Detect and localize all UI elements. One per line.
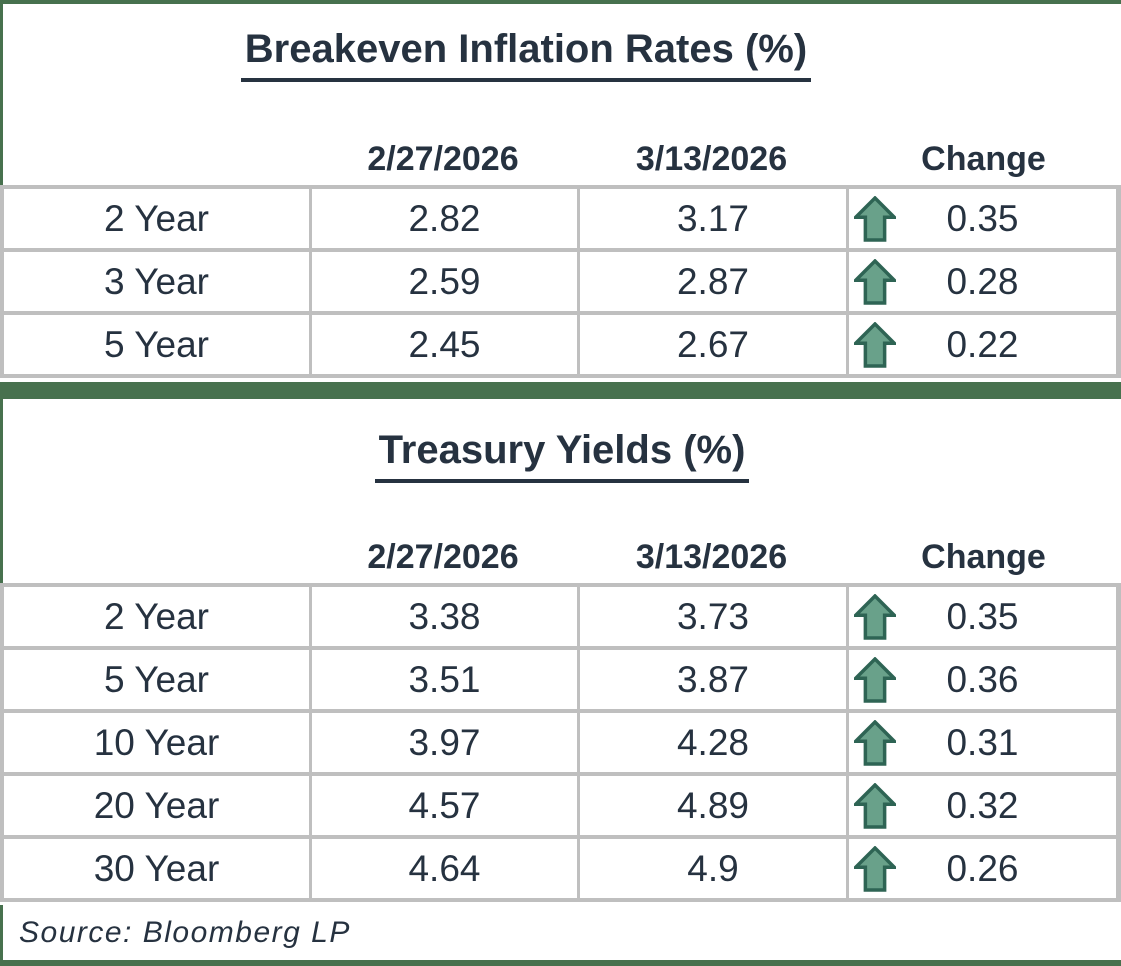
- treasury-title-wrap: Treasury Yields (%): [374, 428, 750, 483]
- prev-value: 3.97: [309, 713, 577, 772]
- change-cell: 0.31: [846, 713, 1116, 772]
- curr-value: 2.67: [577, 315, 846, 374]
- prev-value: 2.82: [309, 189, 577, 248]
- table-row: 2 Year 3.38 3.73 0.35: [4, 583, 1116, 646]
- curr-value: 4.9: [577, 839, 846, 898]
- table-row: 2 Year 2.82 3.17 0.35: [4, 185, 1116, 248]
- breakeven-column-headers: 2/27/2026 3/13/2026 Change: [3, 137, 1121, 181]
- up-arrow-icon: [854, 845, 896, 892]
- change-value: 0.28: [946, 260, 1019, 302]
- breakeven-title-wrap: Breakeven Inflation Rates (%): [240, 27, 812, 82]
- treasury-table-body: 2 Year 3.38 3.73 0.35 5 Year 3.51 3.87 0…: [0, 583, 1121, 902]
- column-header-date-1: 2/27/2026: [367, 140, 519, 178]
- curr-value: 3.17: [577, 189, 846, 248]
- row-label: 20 Year: [4, 776, 309, 835]
- row-label: 2 Year: [4, 189, 309, 248]
- row-label: 10 Year: [4, 713, 309, 772]
- column-header-blank: [3, 535, 309, 579]
- table-row: 3 Year 2.59 2.87 0.28: [4, 248, 1116, 311]
- breakeven-table-body: 2 Year 2.82 3.17 0.35 3 Year 2.59 2.87 0…: [0, 185, 1121, 378]
- curr-value: 4.89: [577, 776, 846, 835]
- change-cell: 0.35: [846, 189, 1116, 248]
- prev-value: 3.51: [309, 650, 577, 709]
- change-cell: 0.36: [846, 650, 1116, 709]
- change-value: 0.26: [946, 847, 1019, 889]
- prev-value: 3.38: [309, 587, 577, 646]
- source-attribution: Source: Bloomberg LP: [0, 905, 1121, 960]
- change-cell: 0.32: [846, 776, 1116, 835]
- row-label: 5 Year: [4, 315, 309, 374]
- table-row: 5 Year 3.51 3.87 0.36: [4, 646, 1116, 709]
- breakeven-table-title: Breakeven Inflation Rates (%): [240, 27, 812, 82]
- row-label: 3 Year: [4, 252, 309, 311]
- change-value: 0.35: [946, 595, 1019, 637]
- column-header-date-2: 3/13/2026: [635, 538, 788, 576]
- prev-value: 4.64: [309, 839, 577, 898]
- change-value: 0.35: [946, 197, 1019, 239]
- table-row: 5 Year 2.45 2.67 0.22: [4, 311, 1116, 374]
- curr-value: 4.28: [577, 713, 846, 772]
- row-label: 2 Year: [4, 587, 309, 646]
- table-row: 30 Year 4.64 4.9 0.26: [4, 835, 1116, 898]
- curr-value: 2.87: [577, 252, 846, 311]
- column-header-date-1: 2/27/2026: [367, 538, 519, 576]
- change-value: 0.22: [946, 323, 1019, 365]
- treasury-table-header-section: Treasury Yields (%) 2/27/2026 3/13/2026 …: [0, 399, 1121, 583]
- source-text: Source: Bloomberg LP: [19, 915, 351, 949]
- curr-value: 3.87: [577, 650, 846, 709]
- up-arrow-icon: [854, 321, 896, 368]
- row-label: 5 Year: [4, 650, 309, 709]
- change-value: 0.36: [946, 658, 1019, 700]
- prev-value: 4.57: [309, 776, 577, 835]
- curr-value: 3.73: [577, 587, 846, 646]
- up-arrow-icon: [854, 719, 896, 766]
- green-divider-band: [0, 382, 1121, 399]
- prev-value: 2.45: [309, 315, 577, 374]
- change-cell: 0.35: [846, 587, 1116, 646]
- up-arrow-icon: [854, 656, 896, 703]
- change-cell: 0.28: [846, 252, 1116, 311]
- table-row: 10 Year 3.97 4.28 0.31: [4, 709, 1116, 772]
- column-header-change: Change: [921, 140, 1046, 178]
- breakeven-table-header-section: Breakeven Inflation Rates (%) 2/27/2026 …: [0, 4, 1121, 185]
- up-arrow-icon: [854, 782, 896, 829]
- change-cell: 0.26: [846, 839, 1116, 898]
- column-header-change: Change: [921, 538, 1046, 576]
- change-cell: 0.22: [846, 315, 1116, 374]
- change-value: 0.32: [946, 784, 1019, 826]
- column-header-blank: [3, 137, 309, 181]
- change-value: 0.31: [946, 721, 1019, 763]
- treasury-table-title: Treasury Yields (%): [374, 428, 750, 483]
- up-arrow-icon: [854, 258, 896, 305]
- column-header-date-2: 3/13/2026: [635, 140, 788, 178]
- prev-value: 2.59: [309, 252, 577, 311]
- row-label: 30 Year: [4, 839, 309, 898]
- treasury-column-headers: 2/27/2026 3/13/2026 Change: [3, 535, 1121, 579]
- up-arrow-icon: [854, 195, 896, 242]
- table-row: 20 Year 4.57 4.89 0.32: [4, 772, 1116, 835]
- up-arrow-icon: [854, 593, 896, 640]
